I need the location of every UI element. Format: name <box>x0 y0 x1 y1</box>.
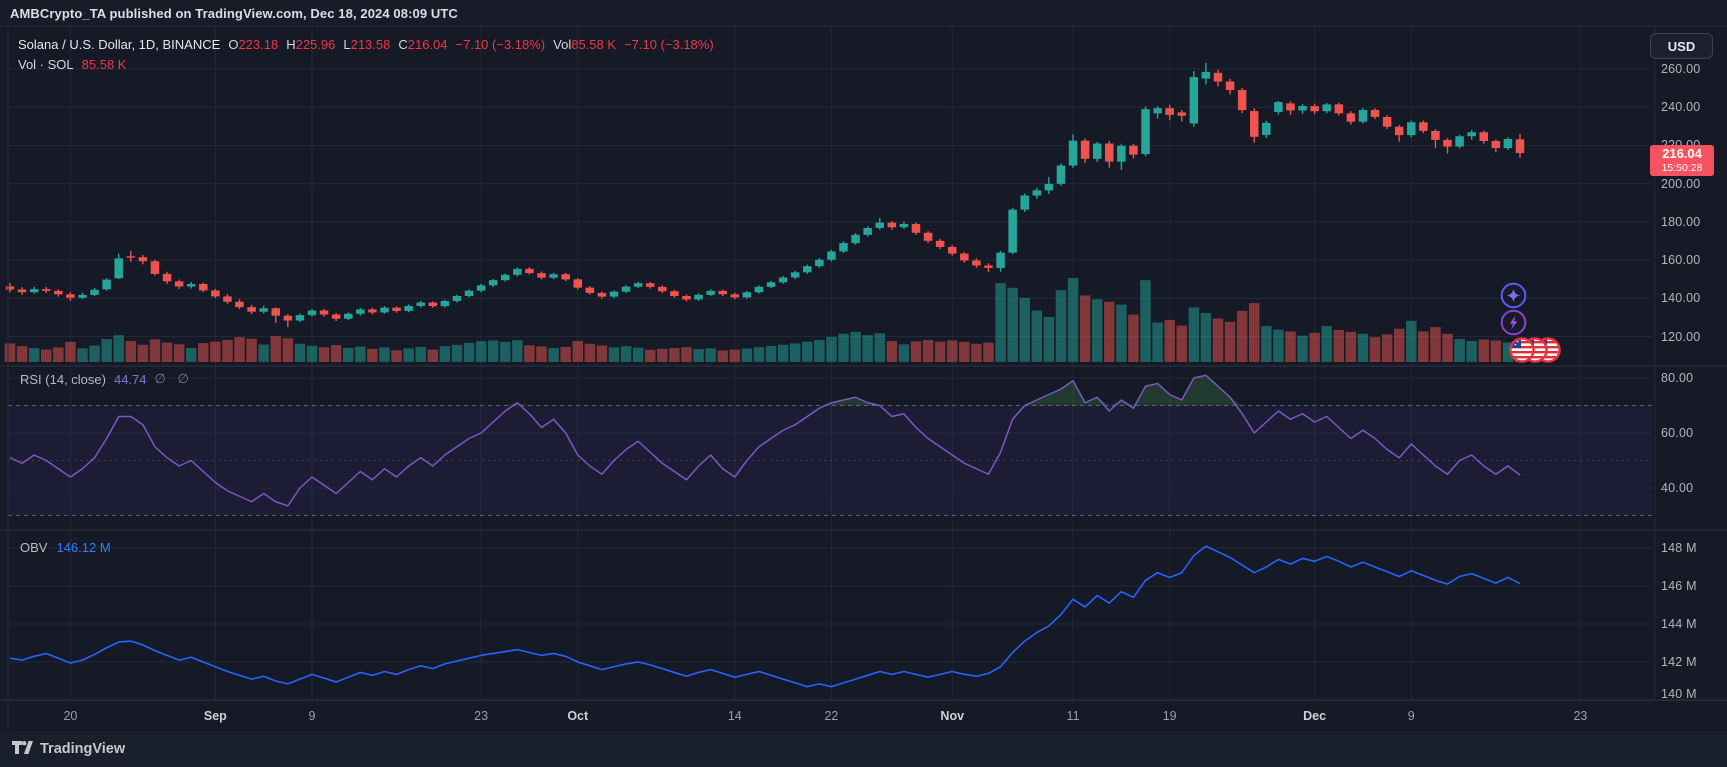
obv-axis-label: 146 M <box>1661 579 1697 593</box>
obv-axis-label: 148 M <box>1661 541 1697 555</box>
price-axis-label: 140.00 <box>1661 291 1701 306</box>
time-axis-tick: Nov <box>940 709 965 723</box>
price-axis-label: 120.00 <box>1661 329 1701 344</box>
ohlc-high: H225.96 <box>286 36 336 52</box>
time-axis-tick: 11 <box>1066 709 1080 723</box>
time-axis-tick: Oct <box>567 709 589 723</box>
lightning-icon[interactable] <box>1500 309 1527 341</box>
legend-row-volume[interactable]: Vol · SOL 85.58 K <box>18 56 714 72</box>
volume-inline: Vol85.58 K <box>553 36 617 52</box>
change-text: −7.10 (−3.18%) <box>455 36 546 52</box>
volume-indicator-title: Vol · SOL <box>18 56 74 72</box>
time-axis-tick: 9 <box>308 709 316 723</box>
time-axis-tick: 20 <box>63 709 78 723</box>
time-axis-tick: 9 <box>1407 709 1415 723</box>
currency-toggle-button[interactable]: USD <box>1650 33 1713 59</box>
rsi-axis-label: 60.00 <box>1661 426 1694 440</box>
time-axis-tick: 14 <box>727 709 742 723</box>
price-axis-label: 200.00 <box>1661 176 1701 191</box>
time-axis-tick: 19 <box>1162 709 1177 723</box>
last-price-badge[interactable]: 216.04 15:50:28 <box>1650 145 1714 176</box>
tradingview-logo-icon[interactable] <box>12 741 33 757</box>
countdown-timer: 15:50:28 <box>1661 161 1703 174</box>
ohlc-low: L213.58 <box>343 36 391 52</box>
time-axis-tick: 22 <box>824 709 839 723</box>
published-text: AMBCrypto_TA published on TradingView.co… <box>10 5 458 21</box>
price-axis-label: 160.00 <box>1661 253 1701 268</box>
price-axis-label: 180.00 <box>1661 214 1701 229</box>
ohlc-open: O223.18 <box>228 36 279 52</box>
time-axis-tick: 23 <box>474 709 489 723</box>
obv-title: OBV <box>20 540 48 555</box>
rsi-value: 44.74 <box>113 371 147 387</box>
obv-value: 146.12 M <box>56 540 111 555</box>
obv-legend[interactable]: OBV 146.12 M <box>20 540 111 555</box>
footer-bar: TradingView <box>0 731 1727 767</box>
flag-bubble-1 <box>1509 337 1535 363</box>
rsi-axis-label: 80.00 <box>1661 371 1694 385</box>
time-axis-tick: Dec <box>1303 709 1327 723</box>
time-axis-tick: Sep <box>203 709 227 723</box>
last-price: 216.04 <box>1662 146 1702 161</box>
volume-indicator-value: 85.58 K <box>81 56 127 72</box>
obv-axis-label: 140 M <box>1661 687 1697 701</box>
rsi-legend[interactable]: RSI (14, close) 44.74 ∅ ∅ <box>20 371 193 387</box>
change-text-2: −7.10 (−3.18%) <box>624 36 714 52</box>
legend-row-main: Solana / U.S. Dollar, 1D, BINANCE O223.1… <box>18 36 714 52</box>
us-flag-idea-bubbles-icon[interactable] <box>1506 336 1564 369</box>
rsi-title: RSI (14, close) <box>20 371 106 387</box>
rsi-axis-label: 40.00 <box>1661 481 1694 495</box>
price-axis-label: 260.00 <box>1661 62 1701 76</box>
time-axis-tick: 23 <box>1573 709 1588 723</box>
sparkle-icon[interactable] <box>1500 282 1527 314</box>
price-scale[interactable]: 260.00240.00220.00200.00180.00160.00140.… <box>1655 27 1727 701</box>
symbol-legend: Solana / U.S. Dollar, 1D, BINANCE O223.1… <box>18 36 714 72</box>
obv-axis-label: 144 M <box>1661 617 1697 631</box>
time-scale[interactable]: 20 Sep 9 23 Oct 14 22 Nov 11 19 Dec 9 23 <box>0 700 1727 731</box>
price-axis-label: 240.00 <box>1661 100 1701 115</box>
published-bar: AMBCrypto_TA published on TradingView.co… <box>0 0 1727 27</box>
ohlc-close: C216.04 <box>398 36 448 52</box>
obv-axis-label: 142 M <box>1661 655 1697 669</box>
tradingview-brand-text[interactable]: TradingView <box>40 741 126 757</box>
rsi-empty-values: ∅ ∅ <box>154 371 193 386</box>
symbol-title[interactable]: Solana / U.S. Dollar, 1D, BINANCE <box>18 36 221 52</box>
